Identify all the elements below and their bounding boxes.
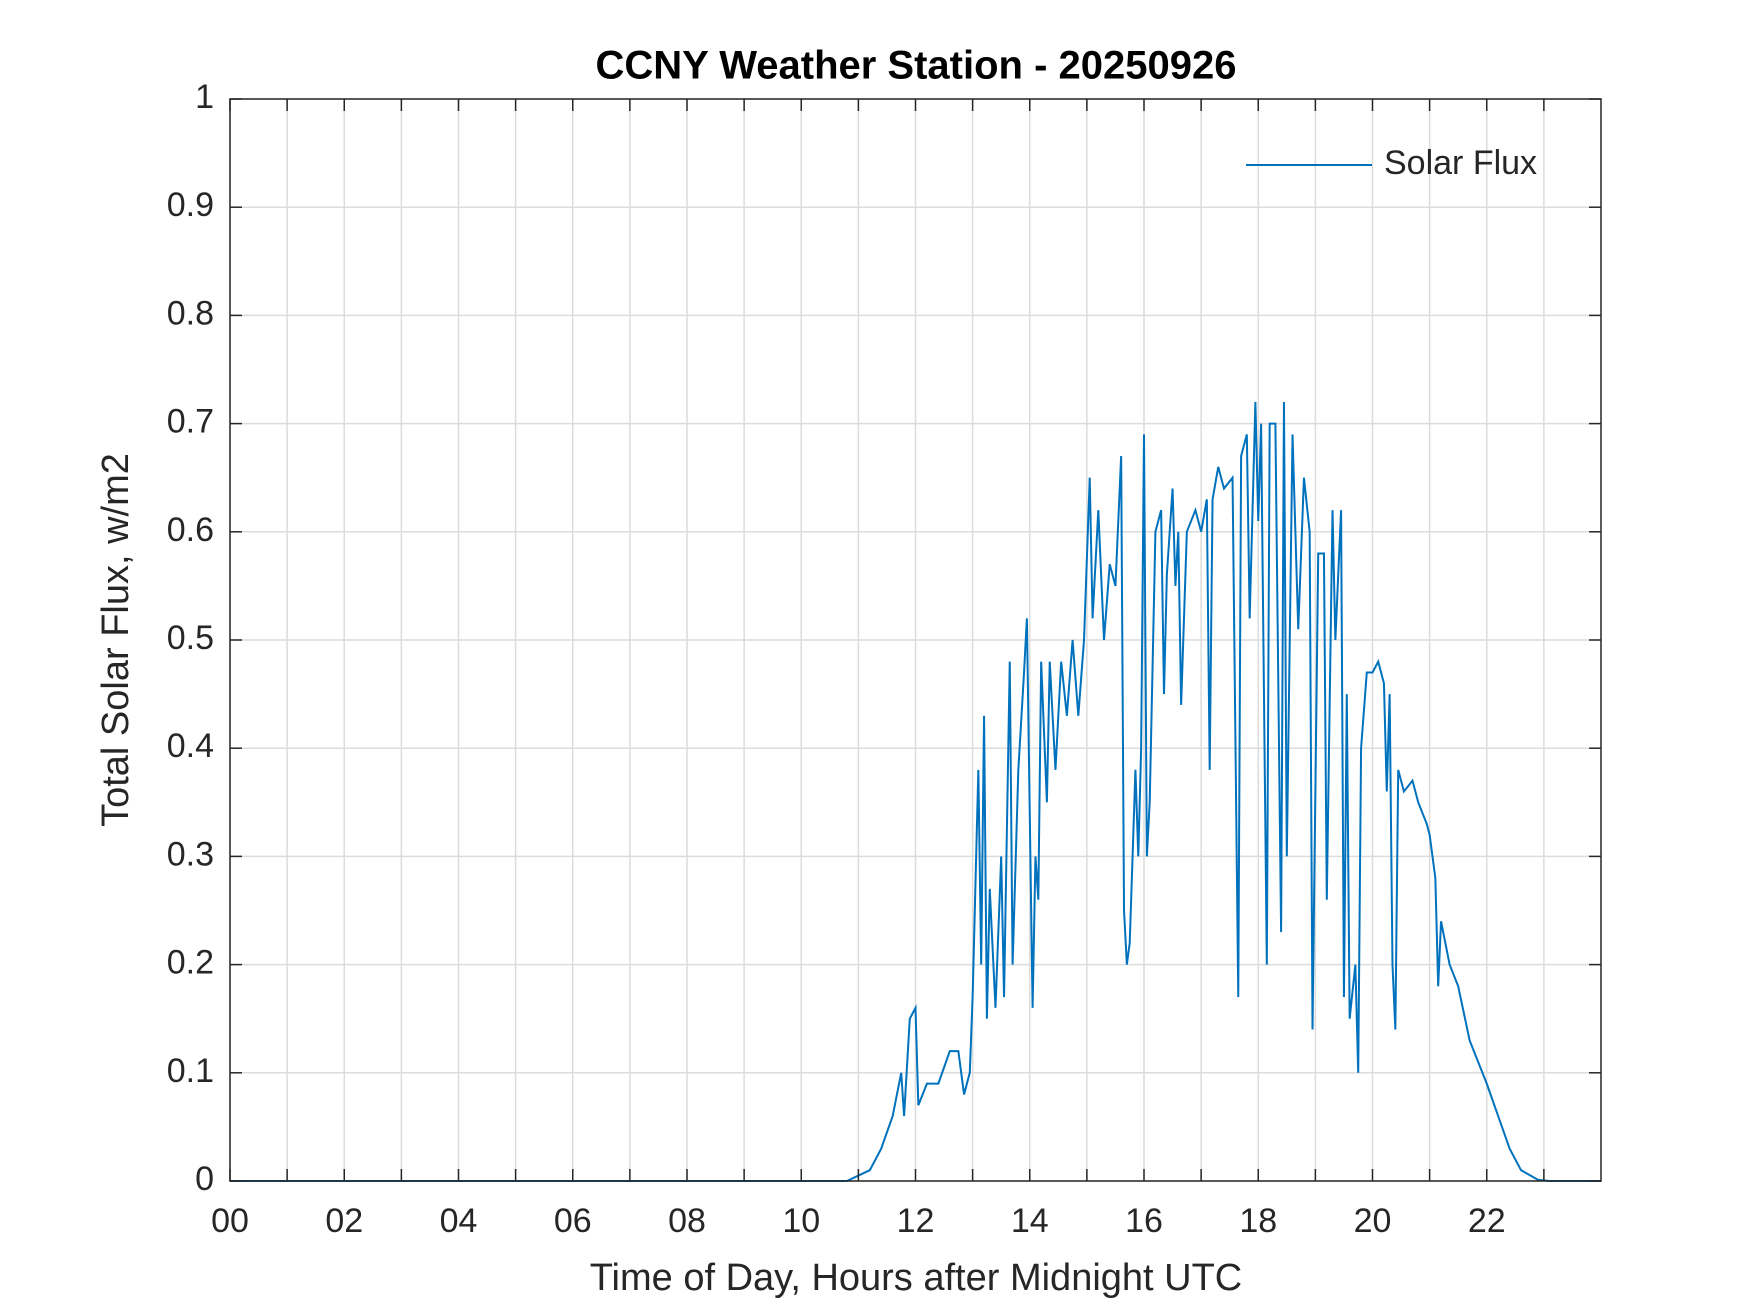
- y-tick-label: 0.7: [167, 403, 214, 441]
- x-tick-label: 20: [1354, 1202, 1392, 1240]
- y-tick-label: 0.6: [167, 511, 214, 549]
- y-axis-label: Total Solar Flux, w/m2: [95, 453, 137, 827]
- x-tick-label: 14: [1011, 1202, 1049, 1240]
- chart-title: CCNY Weather Station - 20250926: [596, 44, 1237, 88]
- x-tick-label: 04: [440, 1202, 478, 1240]
- x-tick-label: 02: [325, 1202, 363, 1240]
- x-tick-label: 10: [782, 1202, 820, 1240]
- x-tick-label: 06: [554, 1202, 592, 1240]
- x-tick-label: 12: [897, 1202, 935, 1240]
- legend-label: Solar Flux: [1384, 144, 1537, 182]
- y-tick-label: 0.2: [167, 944, 214, 982]
- y-tick-label: 1: [195, 78, 214, 116]
- y-tick-label: 0.8: [167, 294, 214, 332]
- y-tick-label: 0.4: [167, 727, 214, 765]
- y-tick-label: 0.1: [167, 1052, 214, 1090]
- x-tick-label: 18: [1239, 1202, 1277, 1240]
- y-tick-label: 0.5: [167, 619, 214, 657]
- x-tick-label: 22: [1468, 1202, 1506, 1240]
- x-tick-label: 16: [1125, 1202, 1163, 1240]
- data-line: [230, 401, 1601, 1182]
- x-tick-label: 00: [211, 1202, 249, 1240]
- y-tick-label: 0.3: [167, 835, 214, 873]
- x-tick-label: 08: [668, 1202, 706, 1240]
- y-tick-label: 0.9: [167, 186, 214, 224]
- y-tick-label: 0: [195, 1160, 214, 1198]
- x-axis-label: Time of Day, Hours after Midnight UTC: [590, 1257, 1243, 1299]
